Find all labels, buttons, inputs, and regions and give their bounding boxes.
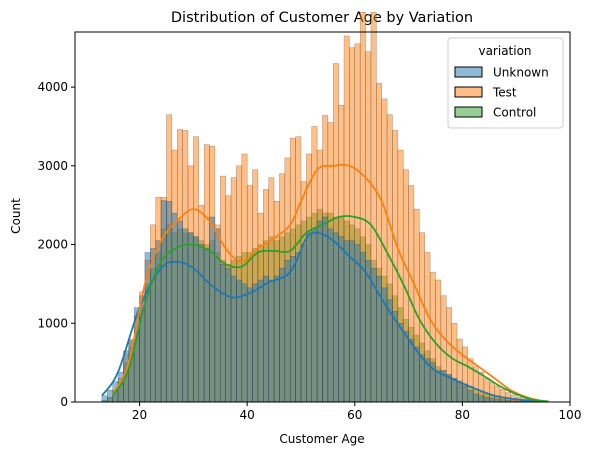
x-tick-label: 80 <box>455 408 470 422</box>
x-axis-label: Customer Age <box>279 432 364 446</box>
y-tick-label: 0 <box>60 395 68 409</box>
legend-items: Unknown Test Control <box>454 66 549 120</box>
legend-swatch <box>454 106 483 118</box>
bar <box>171 212 178 403</box>
x-tick-label: 100 <box>559 408 582 422</box>
kde-line-unknown <box>101 231 549 403</box>
bar <box>101 395 108 403</box>
bar <box>354 244 361 403</box>
kde-line-test <box>111 163 544 403</box>
bar <box>402 330 409 403</box>
bar <box>392 311 399 403</box>
x-tick-label: 20 <box>132 408 147 422</box>
kde-line-control <box>111 215 549 403</box>
legend-label: Unknown <box>493 66 549 80</box>
y-axis: 0 1000 2000 3000 4000 <box>37 80 75 409</box>
kde-layer <box>101 163 549 403</box>
bar <box>306 232 312 403</box>
bar <box>230 275 237 403</box>
legend-item-control: Control <box>454 106 536 120</box>
chart-title: Distribution of Customer Age by Variatio… <box>171 10 473 26</box>
legend-frame <box>447 37 564 129</box>
x-tick-label: 40 <box>240 408 255 422</box>
bar <box>483 397 490 403</box>
bar <box>322 216 329 403</box>
bar <box>268 279 275 403</box>
axes-frame <box>74 31 571 403</box>
bar <box>273 275 280 403</box>
bar <box>343 240 350 403</box>
bar <box>338 236 345 403</box>
y-axis-label: Count <box>9 198 23 234</box>
bar <box>220 263 226 403</box>
bar <box>295 252 302 403</box>
x-tick-label: 60 <box>347 408 362 422</box>
bar <box>419 354 425 403</box>
bar <box>456 382 463 403</box>
legend: variation Unknown Test Control <box>447 37 564 129</box>
bar <box>241 283 248 403</box>
y-tick-label: 2000 <box>37 238 68 252</box>
legend-swatch <box>454 86 483 98</box>
bar <box>478 395 485 403</box>
y-tick-label: 4000 <box>37 80 68 94</box>
bar <box>349 240 356 403</box>
bar <box>327 228 334 403</box>
bar <box>397 323 404 403</box>
legend-item-test: Test <box>454 86 517 100</box>
bar <box>182 228 189 403</box>
legend-title: variation <box>478 44 531 58</box>
bar <box>472 393 479 403</box>
bar <box>203 248 210 403</box>
bar <box>252 283 259 403</box>
y-tick-label: 1000 <box>37 316 68 330</box>
bar <box>300 244 307 403</box>
bar <box>160 200 167 403</box>
bar <box>489 397 495 403</box>
bar <box>413 346 420 403</box>
legend-item-unknown: Unknown <box>454 66 549 80</box>
bar <box>333 232 339 403</box>
bar <box>284 260 291 403</box>
legend-label: Test <box>492 86 517 100</box>
bar <box>193 236 200 403</box>
bar <box>225 267 232 403</box>
bar <box>236 279 243 403</box>
bar <box>462 386 469 403</box>
bar <box>359 252 366 403</box>
x-axis: 20 40 60 80 100 <box>132 402 582 422</box>
bar <box>311 228 318 403</box>
bar <box>316 220 323 403</box>
legend-swatch <box>454 66 483 78</box>
bar <box>408 338 415 403</box>
bar <box>257 279 264 403</box>
bar <box>187 232 194 403</box>
bar <box>467 389 474 403</box>
bar <box>451 378 458 403</box>
y-tick-label: 3000 <box>37 159 68 173</box>
bar <box>246 287 253 403</box>
bar <box>150 248 156 403</box>
bar <box>279 267 286 403</box>
legend-label: Control <box>493 106 536 120</box>
bar <box>435 370 442 403</box>
bar <box>263 275 269 403</box>
bar <box>198 244 205 403</box>
bars-unknown <box>101 200 549 403</box>
bar <box>289 256 296 403</box>
bar <box>365 260 372 403</box>
bar <box>107 389 113 403</box>
bar <box>209 216 216 403</box>
